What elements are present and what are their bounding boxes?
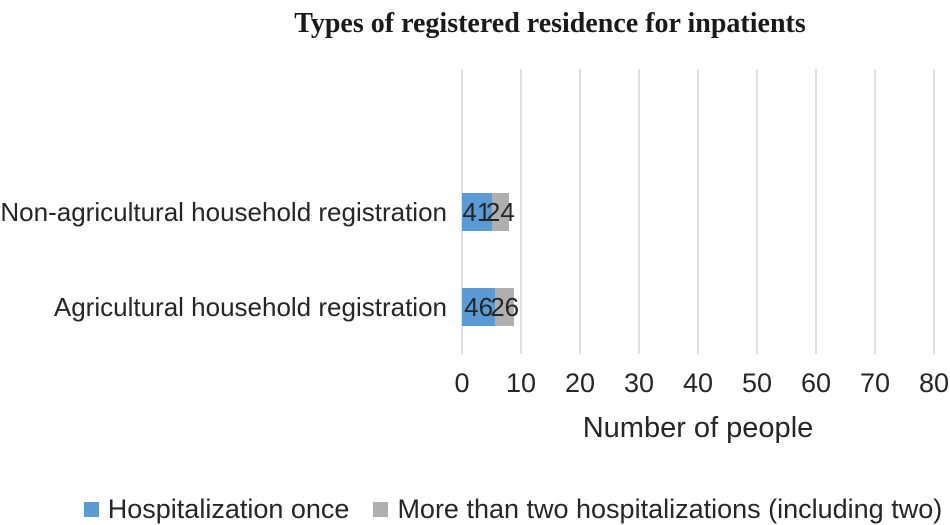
legend-item: Hospitalization once [83, 492, 350, 525]
x-tick-label: 70 [859, 368, 891, 398]
x-axis-title: Number of people [582, 412, 814, 444]
gridline [697, 69, 699, 354]
bar-segment-series-1: 26 [490, 288, 519, 326]
bar-segment-series-1: 24 [486, 193, 515, 231]
gridline [579, 69, 581, 354]
legend-swatch-icon [373, 501, 389, 517]
bar-segment-series-0: 46 [462, 288, 496, 326]
bar-segment-series-0: 41 [462, 193, 492, 231]
gridline [815, 69, 817, 354]
bar-value-label: 41 [462, 197, 492, 227]
x-tick-label: 80 [918, 368, 950, 398]
legend: Hospitalization once More than two hospit… [38, 492, 950, 525]
gridline [520, 69, 522, 354]
gridline [638, 69, 640, 354]
category-label: Agricultural household registration [53, 292, 447, 322]
gridline [874, 69, 876, 354]
gridline [756, 69, 758, 354]
bar-row: 46 26 [462, 288, 520, 326]
plot-area: 41 24 46 26 [461, 69, 935, 354]
x-tick-label: 60 [800, 368, 832, 398]
category-labels: Non-agricultural household registration A… [0, 69, 447, 354]
legend-swatch-icon [83, 501, 99, 517]
x-tick-label: 50 [741, 368, 773, 398]
legend-label: Hospitalization once [107, 494, 350, 524]
legend-item: More than two hospitalizations (includin… [373, 492, 942, 525]
bar-value-label: 24 [485, 197, 515, 227]
category-label: Non-agricultural household registration [0, 197, 447, 227]
bar-value-label: 46 [464, 292, 494, 322]
chart-title: Types of registered residence for inpati… [294, 8, 806, 39]
x-tick-label: 20 [564, 368, 596, 398]
gridline [933, 69, 935, 354]
x-tick-label: 0 [454, 368, 470, 398]
x-tick-label: 10 [505, 368, 537, 398]
x-ticks: 0 10 20 30 40 50 60 70 80 [454, 368, 949, 400]
bar-value-label: 26 [490, 292, 520, 322]
bar-row: 41 24 [462, 193, 520, 231]
x-tick-label: 30 [623, 368, 655, 398]
x-tick-label: 40 [682, 368, 714, 398]
legend-label: More than two hospitalizations (includin… [397, 494, 943, 524]
